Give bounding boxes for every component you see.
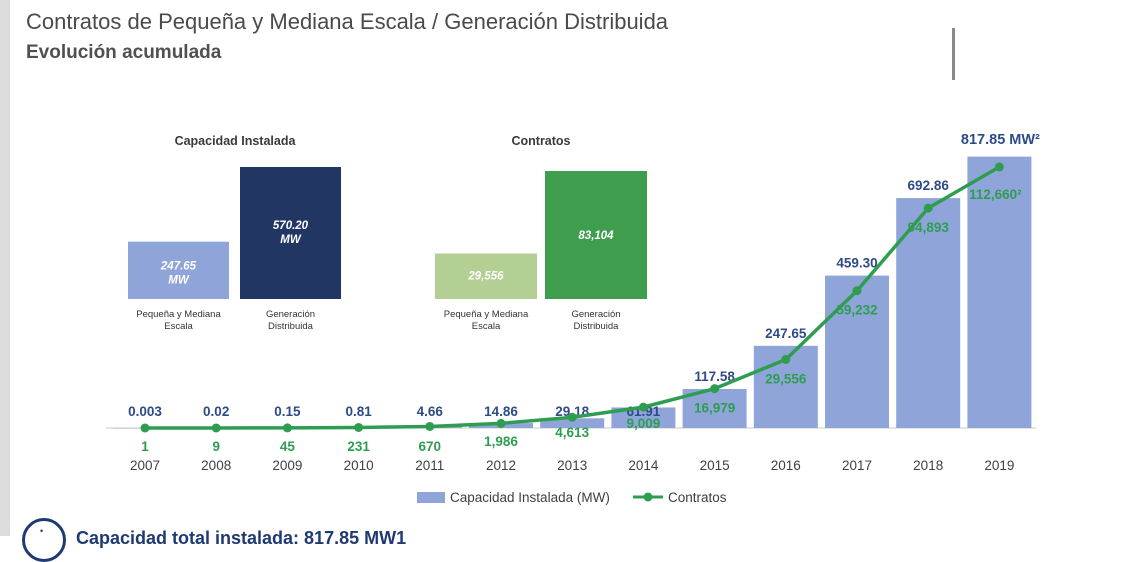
contracts-point — [211, 423, 221, 433]
contracts-point — [282, 423, 292, 433]
contracts-point — [567, 412, 577, 422]
chart-area: Capacidad Instalada 247.65 MW Pequeña y Med… — [106, 132, 1040, 505]
legend-contracts-label: Contratos — [668, 490, 727, 505]
inset-contracts-value-label: 29,556 — [467, 270, 504, 282]
contracts-point — [994, 162, 1004, 172]
x-tick-label: 2017 — [842, 458, 872, 473]
contracts-point — [638, 402, 648, 412]
inset-capacity-value-label: 570.20 MW — [273, 220, 309, 246]
x-tick-label: 2018 — [913, 458, 943, 473]
capacity-data-label: 4.66 — [417, 404, 444, 419]
footer-total-capacity: Capacidad total instalada: 817.85 MW1 — [76, 528, 407, 548]
contracts-data-label: 59,232 — [836, 303, 877, 318]
contracts-data-label: 16,979 — [694, 401, 735, 416]
contracts-point — [710, 384, 720, 394]
contracts-data-label: 1 — [141, 439, 149, 454]
capacity-data-label: 0.81 — [345, 404, 372, 419]
contracts-data-label: 112,660² — [969, 187, 1022, 202]
contracts-data-label: 4,613 — [555, 425, 589, 440]
contracts-data-label: 670 — [419, 439, 442, 454]
capacity-data-label: 247.65 — [765, 326, 807, 341]
capacity-data-label: 0.15 — [274, 404, 301, 419]
capacity-bar — [825, 275, 889, 428]
x-tick-label: 2013 — [557, 458, 587, 473]
x-tick-label: 2019 — [984, 458, 1014, 473]
contracts-data-label: 94,893 — [908, 220, 950, 235]
legend-contracts-marker — [643, 492, 653, 502]
inset-capacity-bar — [240, 167, 341, 299]
x-tick-label: 2016 — [771, 458, 801, 473]
contracts-point — [496, 418, 506, 428]
contracts-point — [354, 422, 364, 432]
page-subtitle: Evolución acumulada — [26, 42, 222, 63]
capacity-bar — [967, 156, 1032, 428]
contracts-data-label: 45 — [280, 439, 296, 454]
left-edge-stripe — [0, 0, 10, 536]
inset-contracts-bar — [545, 171, 647, 299]
contracts-point — [425, 421, 435, 431]
x-tick-label: 2012 — [486, 458, 516, 473]
inset-contracts-bar — [435, 253, 537, 299]
contracts-data-label: 9 — [212, 439, 220, 454]
inset-contracts-value-label: 83,104 — [578, 230, 614, 242]
capacity-data-label: 117.58 — [694, 369, 735, 384]
capacity-data-label: 817.85 MW² — [961, 132, 1040, 148]
contracts-data-label: 231 — [347, 439, 370, 454]
capacity-data-label: 0.02 — [203, 404, 229, 419]
inset-capacity-value-label: 247.65 MW — [160, 261, 197, 287]
contracts-point — [140, 423, 150, 433]
contracts-point — [923, 203, 933, 213]
x-tick-label: 2008 — [201, 458, 231, 473]
inset-capacity-bar — [128, 241, 229, 299]
contracts-point — [781, 355, 791, 365]
page-title: Contratos de Pequeña y Mediana Escala / … — [26, 9, 669, 34]
contracts-data-label: 9,009 — [627, 416, 661, 431]
contracts-point — [852, 286, 862, 296]
header-divider — [952, 28, 955, 80]
capacity-data-label: 0.003 — [128, 404, 162, 419]
contracts-data-label: 1,986 — [484, 434, 518, 449]
legend-capacity-label: Capacidad Instalada (MW) — [450, 490, 610, 505]
inset-contracts-category-label: Pequeña y Mediana Escala — [444, 309, 529, 332]
legend-capacity-swatch — [417, 492, 445, 503]
x-tick-label: 2009 — [272, 458, 302, 473]
x-tick-label: 2007 — [130, 458, 160, 473]
x-tick-label: 2010 — [344, 458, 374, 473]
contracts-data-label: 29,556 — [765, 372, 807, 387]
capacity-bar — [896, 198, 961, 428]
inset-contracts-category-label: Generación Distribuida — [571, 309, 620, 332]
capacity-bar — [540, 418, 605, 428]
inset-capacity-category-label: Generación Distribuida — [266, 309, 315, 332]
x-tick-label: 2014 — [628, 458, 659, 473]
capacity-data-label: 692.86 — [908, 178, 950, 193]
x-tick-label: 2015 — [700, 458, 730, 473]
capacity-bar — [611, 407, 676, 428]
capacity-data-label: 459.30 — [836, 256, 877, 271]
inset-capacity-title: Capacidad Instalada — [175, 134, 297, 148]
seal-logo-icon: • — [22, 518, 66, 562]
capacity-data-label: 14.86 — [484, 404, 518, 419]
x-tick-label: 2011 — [415, 458, 444, 473]
inset-capacity-category-label: Pequeña y Mediana Escala — [136, 309, 221, 332]
inset-contracts-title: Contratos — [511, 134, 570, 148]
